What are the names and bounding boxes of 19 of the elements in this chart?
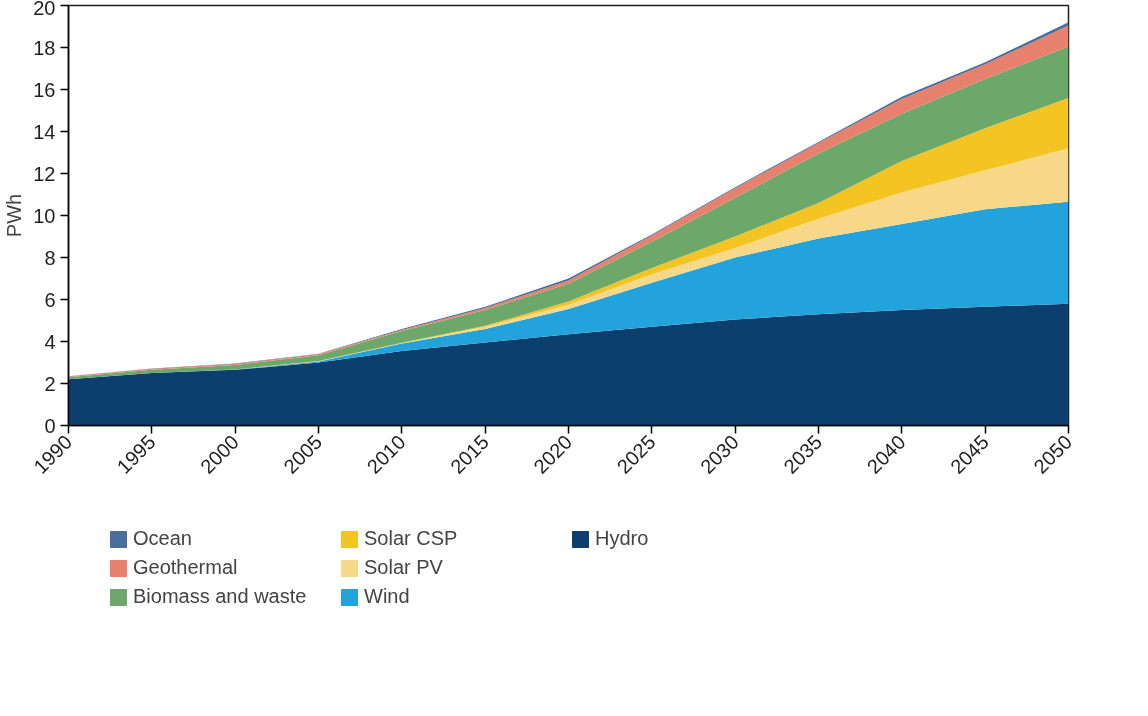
y-tick-label: 16 <box>33 78 56 101</box>
legend-label: Ocean <box>133 527 193 550</box>
legend-label: Geothermal <box>133 556 239 579</box>
legend-label: Solar CSP <box>364 527 459 550</box>
legend-label: Solar PV <box>364 556 444 579</box>
y-tick-label: 4 <box>44 330 56 353</box>
legend-label: Wind <box>364 585 411 608</box>
y-tick-label: 20 <box>33 0 56 19</box>
y-tick-label: 8 <box>44 246 56 269</box>
y-tick-label: 2 <box>44 372 56 395</box>
y-tick-label: 18 <box>33 36 56 59</box>
legend-label: Hydro <box>595 527 650 550</box>
legend-label: Biomass and waste <box>133 585 308 608</box>
y-axis-title: PWh <box>3 193 26 238</box>
y-tick-label: 10 <box>33 204 56 227</box>
y-tick-label: 6 <box>44 288 56 311</box>
y-tick-label: 12 <box>33 162 56 185</box>
y-tick-label: 0 <box>44 414 56 437</box>
y-tick-label: 14 <box>33 120 56 143</box>
